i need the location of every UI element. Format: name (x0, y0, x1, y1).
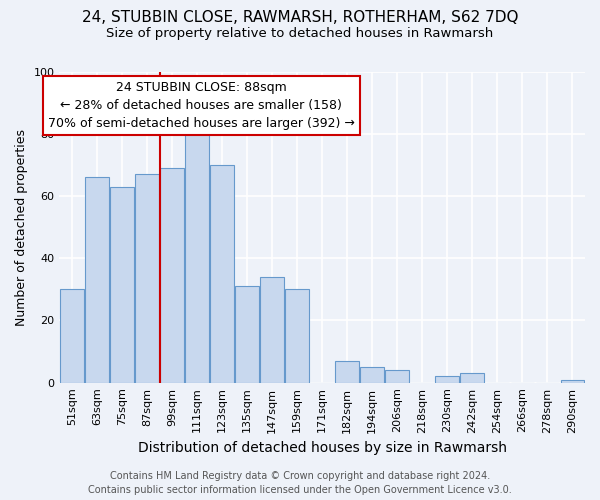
X-axis label: Distribution of detached houses by size in Rawmarsh: Distribution of detached houses by size … (138, 441, 507, 455)
Bar (235, 286, 259, 382)
Bar (436, 376, 459, 382)
Bar (335, 361, 359, 382)
Text: 24 STUBBIN CLOSE: 88sqm
← 28% of detached houses are smaller (158)
70% of semi-d: 24 STUBBIN CLOSE: 88sqm ← 28% of detache… (48, 81, 355, 130)
Bar (185, 122, 209, 382)
Text: Contains HM Land Registry data © Crown copyright and database right 2024.
Contai: Contains HM Land Registry data © Crown c… (88, 471, 512, 495)
Bar (560, 380, 584, 382)
Bar (385, 370, 409, 382)
Bar (361, 367, 384, 382)
Bar (60, 290, 84, 382)
Bar (285, 290, 309, 382)
Bar (135, 174, 159, 382)
Text: Size of property relative to detached houses in Rawmarsh: Size of property relative to detached ho… (106, 28, 494, 40)
Bar (460, 374, 484, 382)
Bar (160, 168, 184, 382)
Bar (110, 186, 134, 382)
Bar (85, 178, 109, 382)
Bar (210, 165, 234, 382)
Y-axis label: Number of detached properties: Number of detached properties (15, 128, 28, 326)
Text: 24, STUBBIN CLOSE, RAWMARSH, ROTHERHAM, S62 7DQ: 24, STUBBIN CLOSE, RAWMARSH, ROTHERHAM, … (82, 10, 518, 25)
Bar (260, 277, 284, 382)
